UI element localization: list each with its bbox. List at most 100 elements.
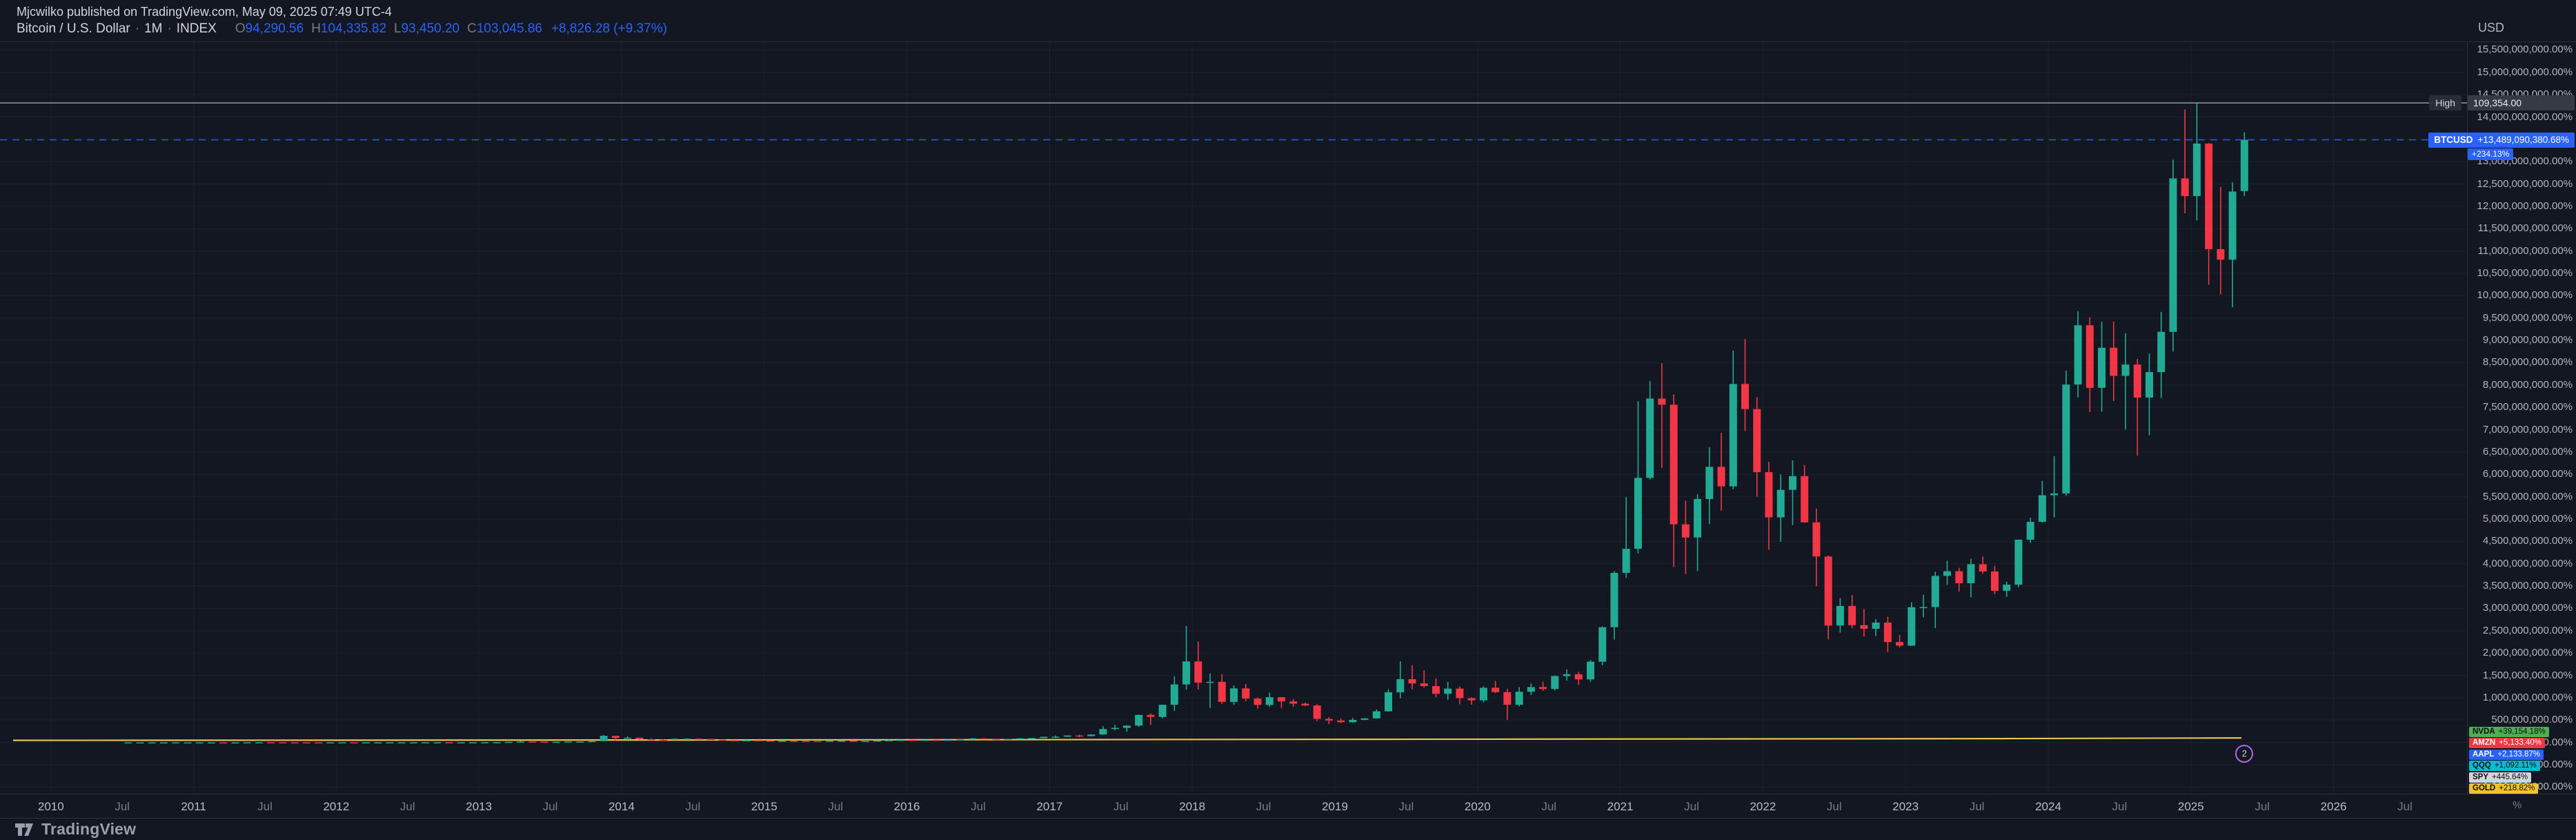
compare-axis-badge-AMZN[interactable]: AMZN +5,133.40% bbox=[2469, 738, 2545, 749]
time-scale[interactable]: 2010 Jul 2011 Jul 2012 Jul 2013 Jul 2014 Jul 2015 J… bbox=[0, 794, 2576, 819]
price-tick-label: 3,500,000,000.00% bbox=[2482, 580, 2573, 592]
time-tick-label: Jul bbox=[1398, 800, 1414, 813]
price-chart-canvas[interactable] bbox=[0, 0, 2467, 794]
footer: TradingView bbox=[0, 818, 2576, 840]
price-tick-label: 6,000,000,000.00% bbox=[2482, 468, 2573, 480]
time-tick-label: 2023 bbox=[1892, 800, 1919, 813]
compare-symbol: GOLD bbox=[2473, 784, 2496, 792]
percent-scale-toggle[interactable]: % bbox=[2513, 799, 2522, 811]
price-tick-label: 8,500,000,000.00% bbox=[2482, 356, 2573, 369]
publish-info: Mjcwilko published on TradingView.com, M… bbox=[17, 5, 392, 19]
compare-change: +445.64% bbox=[2492, 772, 2528, 781]
compare-symbol: AMZN bbox=[2473, 739, 2496, 748]
time-tick-label: 2016 bbox=[893, 800, 920, 813]
price-tick-label: 6,500,000,000.00% bbox=[2482, 445, 2573, 458]
price-tick-label: 11,000,000,000.00% bbox=[2477, 244, 2573, 257]
time-tick-label: 2010 bbox=[37, 800, 64, 813]
time-tick-label: 2018 bbox=[1179, 800, 1206, 813]
price-tick-label: 15,500,000,000.00% bbox=[2477, 43, 2573, 56]
btcusd-axis-change-label: +234.13% bbox=[2468, 148, 2514, 160]
ohlc-values: O94,290.56 H104,335.82 L93,450.20 C103,045.… bbox=[228, 21, 542, 36]
price-tick-label: 2,000,000,000.00% bbox=[2482, 647, 2573, 659]
btcusd-badge-symbol: BTCUSD bbox=[2434, 134, 2473, 145]
time-tick-label: 2024 bbox=[2035, 800, 2061, 813]
price-tick-label: 10,000,000,000.00% bbox=[2477, 289, 2573, 302]
time-tick-label: Jul bbox=[1113, 800, 1129, 813]
price-tick-label: 12,000,000,000.00% bbox=[2477, 199, 2573, 212]
compare-axis-badge-AAPL[interactable]: AAPL +2,133.87% bbox=[2469, 749, 2544, 760]
price-tick-label: 8,000,000,000.00% bbox=[2482, 378, 2573, 391]
open-label: O bbox=[235, 21, 246, 36]
compare-change: +2,133.87% bbox=[2497, 750, 2541, 759]
price-tick-label: 14,000,000,000.00% bbox=[2477, 110, 2573, 123]
price-tick-label: 5,500,000,000.00% bbox=[2482, 490, 2573, 502]
price-tick-label: 10,500,000,000.00% bbox=[2477, 267, 2573, 280]
time-tick-label: Jul bbox=[1826, 800, 1842, 813]
compare-symbol: NVDA bbox=[2473, 727, 2495, 736]
price-tick-label: 12,500,000,000.00% bbox=[2477, 177, 2573, 190]
compare-axis-badge-QQQ[interactable]: QQQ +1,092.11% bbox=[2469, 761, 2540, 772]
time-tick-label: 2020 bbox=[1464, 800, 1491, 813]
time-tick-label: 2012 bbox=[323, 800, 350, 813]
price-tick-label: 9,500,000,000.00% bbox=[2482, 311, 2573, 324]
time-tick-label: Jul bbox=[1256, 800, 1271, 813]
currency-label[interactable]: USD bbox=[2478, 21, 2505, 35]
separator-dot: · bbox=[167, 21, 172, 36]
price-tick-label: 7,000,000,000.00% bbox=[2482, 423, 2573, 436]
price-tick-label: 2,500,000,000.00% bbox=[2482, 624, 2573, 636]
symbol-legend: Bitcoin / U.S. Dollar · 1M · INDEX O94,290.56… bbox=[17, 21, 667, 37]
btcusd-axis-price-label: BTCUSD +13,489,090,380.68% bbox=[2428, 132, 2575, 148]
tradingview-wordmark[interactable]: TradingView bbox=[41, 820, 137, 838]
time-tick-label: 2017 bbox=[1036, 800, 1063, 813]
compare-change: +5,133.40% bbox=[2499, 739, 2542, 748]
change-value: +8,826.28 (+9.37%) bbox=[551, 21, 667, 36]
time-tick-label: Jul bbox=[1684, 800, 1699, 813]
compare-symbol: SPY bbox=[2473, 772, 2489, 781]
price-tick-label: 15,000,000,000.00% bbox=[2477, 66, 2573, 78]
market-label: INDEX bbox=[176, 21, 217, 36]
time-tick-label: 2015 bbox=[751, 800, 777, 813]
time-tick-label: Jul bbox=[971, 800, 986, 813]
price-tick-label: 11,500,000,000.00% bbox=[2477, 222, 2573, 235]
symbol-title[interactable]: Bitcoin / U.S. Dollar bbox=[17, 21, 130, 36]
high-value: 104,335.82 bbox=[320, 21, 387, 36]
grid-lines bbox=[0, 41, 2467, 794]
price-tick-label: 0.00% bbox=[2543, 736, 2573, 748]
interval-label[interactable]: 1M bbox=[144, 21, 163, 36]
btcusd-badge-value: +13,489,090,380.68% bbox=[2477, 134, 2570, 145]
price-tick-label: 4,500,000,000.00% bbox=[2482, 535, 2573, 547]
time-tick-label: Jul bbox=[685, 800, 701, 813]
marker-badge-2[interactable]: 2 bbox=[2235, 745, 2254, 763]
compare-symbol: QQQ bbox=[2473, 761, 2491, 770]
price-tick-label: 3,000,000,000.00% bbox=[2482, 602, 2573, 614]
compare-change: +218.82% bbox=[2499, 784, 2535, 792]
low-label: L bbox=[394, 21, 402, 36]
time-tick-label: Jul bbox=[2112, 800, 2128, 813]
compare-change: +39,154.18% bbox=[2498, 727, 2546, 736]
time-tick-label: Jul bbox=[2255, 800, 2270, 813]
compare-change: +1,092.11% bbox=[2494, 761, 2537, 770]
open-value: 94,290.56 bbox=[245, 21, 304, 36]
tradingview-logo-icon[interactable] bbox=[14, 821, 34, 838]
compare-symbol: AAPL bbox=[2473, 750, 2495, 759]
time-tick-label: 2022 bbox=[1750, 800, 1776, 813]
price-tick-label: 1,500,000,000.00% bbox=[2482, 669, 2573, 681]
time-tick-label: 2026 bbox=[2320, 800, 2347, 813]
price-tick-label: 500,000,000.00% bbox=[2491, 714, 2573, 726]
time-tick-label: Jul bbox=[115, 800, 130, 813]
high-line-text-label[interactable]: High bbox=[2429, 95, 2461, 111]
close-value: 103,045.86 bbox=[476, 21, 542, 36]
price-tick-label: 4,000,000,000.00% bbox=[2482, 557, 2573, 569]
compare-axis-badge-SPY[interactable]: SPY +445.64% bbox=[2469, 772, 2532, 783]
gold-compare-line bbox=[12, 736, 2242, 741]
time-tick-label: 2025 bbox=[2177, 800, 2204, 813]
header: Mjcwilko published on TradingView.com, M… bbox=[0, 0, 2576, 42]
time-tick-label: 2011 bbox=[181, 800, 206, 813]
time-tick-label: Jul bbox=[1541, 800, 1557, 813]
time-tick-label: Jul bbox=[828, 800, 844, 813]
compare-axis-badge-GOLD[interactable]: GOLD +218.82% bbox=[2469, 783, 2539, 794]
compare-axis-badge-NVDA[interactable]: NVDA +39,154.18% bbox=[2469, 727, 2549, 737]
low-value: 93,450.20 bbox=[401, 21, 460, 36]
time-tick-label: 2013 bbox=[466, 800, 493, 813]
